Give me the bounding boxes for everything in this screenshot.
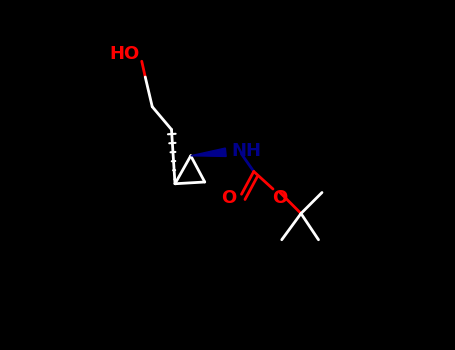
Text: O: O bbox=[222, 189, 237, 207]
Text: NH: NH bbox=[231, 141, 261, 160]
Text: O: O bbox=[272, 189, 287, 207]
Text: HO: HO bbox=[109, 45, 139, 63]
Polygon shape bbox=[191, 148, 226, 156]
